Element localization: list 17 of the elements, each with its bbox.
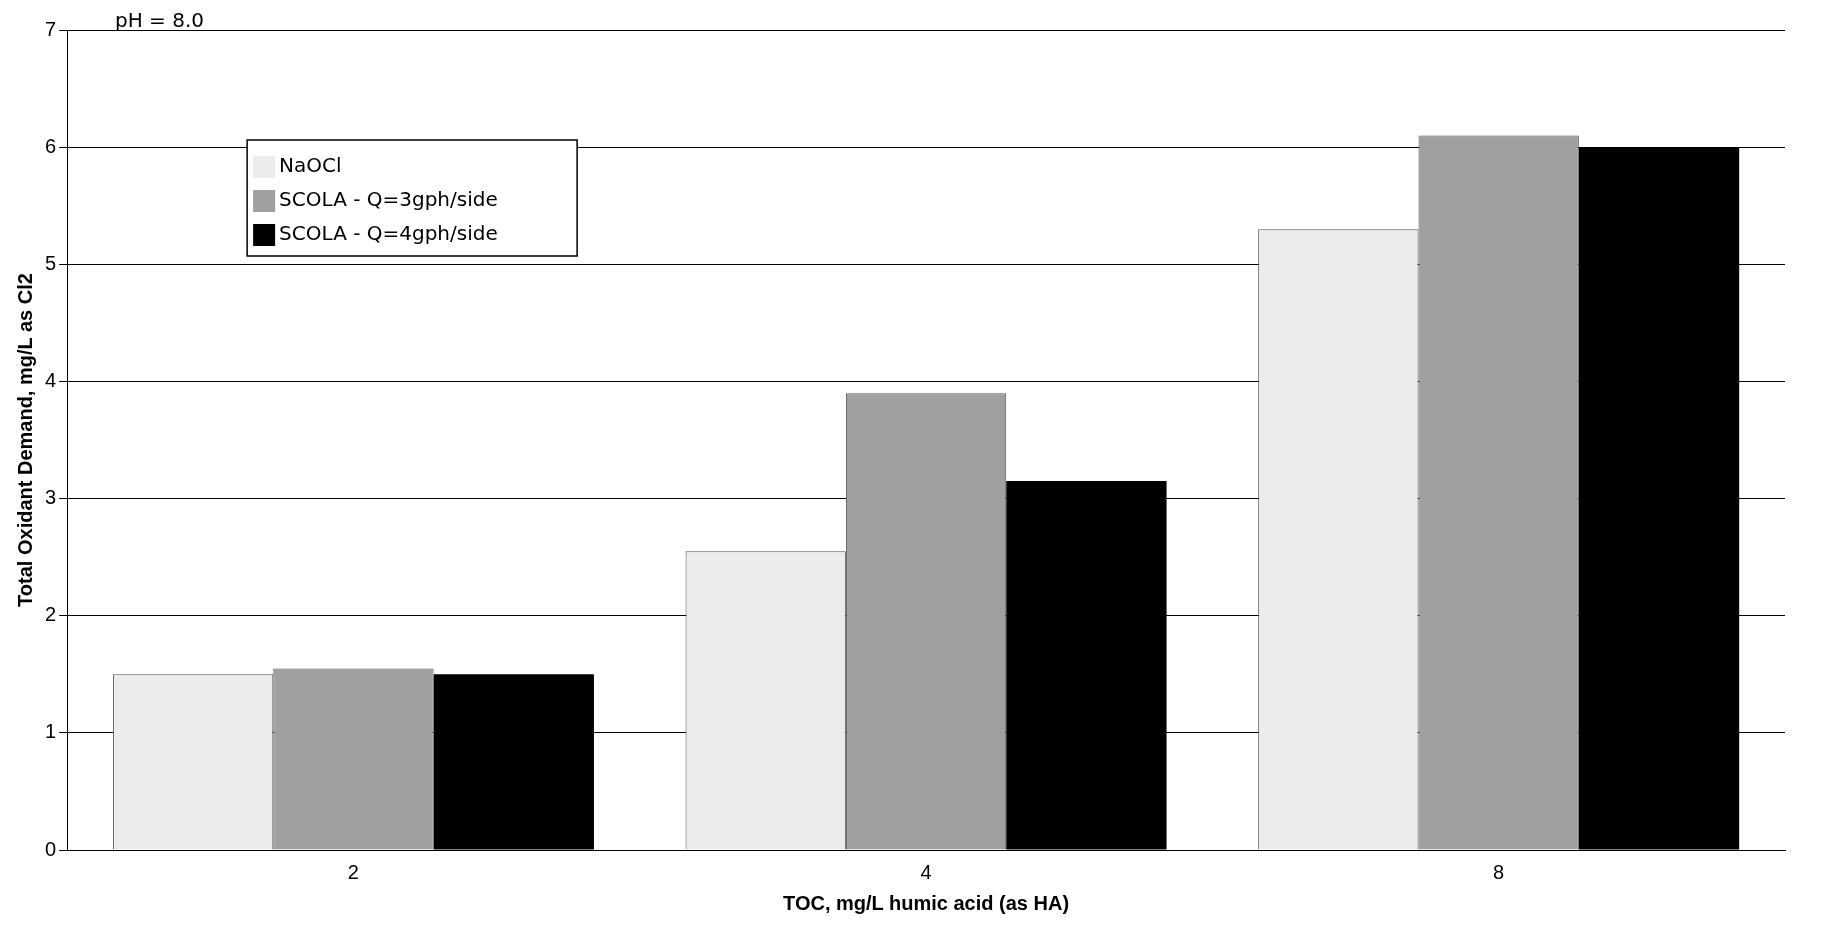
- legend-label: NaOCl: [279, 153, 342, 178]
- y-tick-label: 2: [45, 603, 57, 626]
- y-tick-label: 1: [45, 720, 57, 743]
- x-axis-title: TOC, mg/L humic acid (as HA): [783, 891, 1070, 914]
- y-tick-label: 6: [45, 134, 57, 157]
- y-tick-label: 7: [45, 17, 57, 40]
- y-tick-label: 0: [45, 837, 57, 860]
- x-tick-label: 4: [920, 860, 932, 883]
- x-tick-label: 2: [347, 860, 359, 883]
- legend-label: SCOLA - Q=4gph/side: [279, 221, 498, 246]
- annotation: pH = 8.0: [115, 8, 205, 32]
- y-axis-title: Total Oxidant Demand, mg/L as Cl2: [13, 273, 36, 607]
- y-tick-label: 3: [45, 486, 57, 509]
- x-tick-label: 8: [1493, 860, 1505, 883]
- y-tick-label: 4: [45, 368, 57, 391]
- y-tick-label: 5: [45, 251, 57, 274]
- legend-label: SCOLA - Q=3gph/side: [279, 187, 498, 212]
